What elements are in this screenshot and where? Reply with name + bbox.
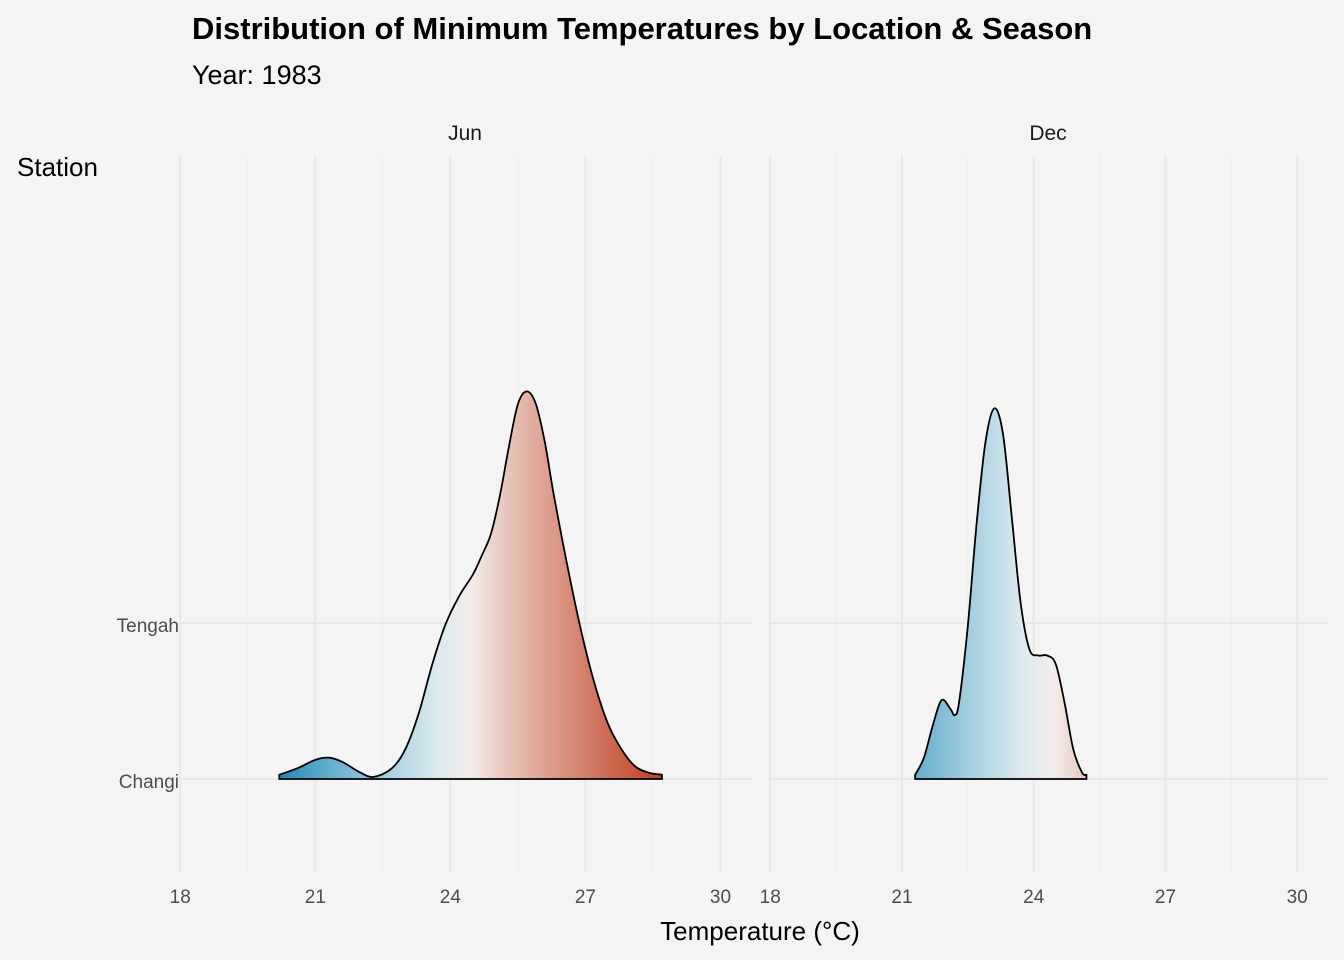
x-tick-label: 30: [710, 887, 731, 908]
facet-panel-jun: Jun 18 21 24 27 30: [170, 122, 752, 908]
x-tick-label: 30: [1287, 887, 1308, 908]
x-tick-label: 18: [760, 887, 781, 908]
facet-strip-label: Jun: [448, 122, 482, 145]
x-tick-label: 24: [1023, 887, 1045, 908]
y-tick-label-tengah: Tengah: [117, 616, 179, 637]
density-ridge-dec-changi: [914, 407, 1088, 780]
x-tick-label: 27: [575, 887, 596, 908]
y-axis-title: Station: [17, 152, 98, 182]
x-axis-title: Temperature (°C): [660, 916, 860, 946]
facet-strip-label: Dec: [1029, 122, 1066, 145]
chart-subtitle: Year: 1983: [192, 60, 322, 90]
y-axis-labels: Changi Tengah: [117, 616, 179, 793]
facet-panels: Jun 18 21 24 27 30 Dec 18 21 24 27 30: [170, 122, 1328, 908]
x-tick-label: 24: [440, 887, 462, 908]
chart-title: Distribution of Minimum Temperatures by …: [192, 11, 1092, 46]
density-ridge-jun-changi: [278, 390, 663, 780]
x-tick-label: 27: [1155, 887, 1176, 908]
x-tick-label: 21: [891, 887, 912, 908]
x-tick-label: 21: [305, 887, 326, 908]
facet-panel-dec: Dec 18 21 24 27 30: [760, 122, 1328, 908]
x-tick-label: 18: [170, 887, 191, 908]
y-tick-label-changi: Changi: [119, 772, 179, 793]
